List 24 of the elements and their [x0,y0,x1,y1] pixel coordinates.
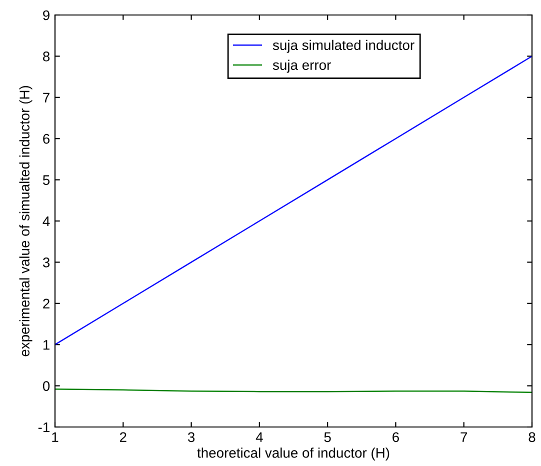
x-axis-title: theoretical value of inductor (H) [197,448,390,461]
y-tick-label: 1 [43,340,50,350]
x-tick-label: 4 [256,432,263,442]
x-tick-label: 2 [120,432,126,442]
x-tick-label: 1 [52,432,58,442]
y-axis-title: experimental value of simualted inductor (H) [19,86,32,356]
x-tick-label: 7 [460,432,468,442]
y-tick-label: 9 [43,10,50,20]
y-tick-label: 6 [43,134,50,144]
line-series [55,56,532,346]
y-tick-label: -1 [38,422,50,432]
legend-label: suja error [272,60,331,73]
x-tick-label: 3 [188,432,195,442]
x-tick-label: 6 [392,432,399,442]
y-tick-label: 5 [42,175,50,185]
y-tick-label: 4 [42,216,50,226]
x-tick-label: 8 [528,432,536,442]
y-tick-label: 7 [43,92,50,102]
y-tick-label: 8 [43,52,50,62]
x-tick-label: 5 [324,432,331,442]
legend-label: suja simulated inductor [272,40,414,53]
y-tick-label: 0 [42,381,50,391]
y-tick-label: 3 [42,258,50,268]
y-tick-label: 2 [43,298,50,308]
